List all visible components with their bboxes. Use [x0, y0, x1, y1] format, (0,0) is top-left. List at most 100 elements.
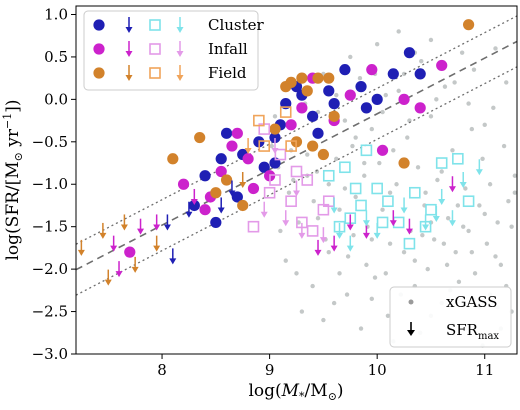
xgass-point [412, 258, 418, 263]
legend-label-cluster: Cluster [208, 16, 265, 34]
xgass-point [315, 215, 321, 221]
upper-limit-arrow-cluster_light [475, 159, 483, 176]
data-point-field [220, 174, 233, 186]
arrow-part [319, 237, 327, 244]
xgass-point [358, 326, 364, 331]
arrow-part [125, 75, 133, 81]
legend-top-box [83, 10, 259, 91]
data-point-cluster [360, 102, 373, 114]
upper-limit-arrow-cluster [163, 214, 171, 231]
xgass-point [491, 105, 496, 111]
data-point-cluster [355, 81, 367, 93]
limit-square-infall_light [247, 220, 260, 233]
legend-square-infall [149, 43, 161, 55]
y-tick-label: 1.0 [44, 5, 68, 23]
xgass-point [369, 126, 374, 132]
upper-limit-arrow-field [239, 172, 247, 188]
xgass-point [501, 143, 507, 149]
arrow-part [298, 232, 306, 239]
arrow-part [314, 249, 322, 256]
xgass-point [372, 275, 378, 280]
xgass-point [353, 135, 358, 140]
xgass-point [441, 241, 447, 246]
upper-limit-arrow-field [104, 269, 112, 286]
xgass-point [311, 199, 316, 204]
data-point-cluster [188, 199, 200, 212]
arrow-part [422, 224, 430, 231]
upper-limit-arrow-infall [330, 235, 338, 252]
upper-limit-arrow-cluster [228, 180, 236, 197]
data-point-field [398, 157, 410, 169]
arrow-part [244, 148, 252, 155]
arrow-part [346, 245, 354, 252]
data-point-cluster [371, 93, 383, 105]
data-point-infall [414, 102, 426, 114]
legend-circle-field [93, 67, 105, 79]
data-point-cluster [328, 98, 340, 110]
xgass-point [377, 160, 382, 166]
arrow-part [362, 220, 370, 227]
xgass-point [321, 317, 326, 323]
data-point-cluster [339, 64, 351, 76]
legend-bottom: xGASS SFRmax [389, 286, 512, 348]
arrow-part [104, 279, 112, 286]
arrow-part [163, 224, 171, 231]
legend-xgass-marker [408, 299, 414, 305]
main-sequence-lines [75, 15, 518, 296]
xgass-point [362, 160, 367, 166]
arrow-part [271, 148, 279, 155]
x-tick-label: 9 [265, 361, 275, 379]
upper-limit-arrow-cluster_light [400, 197, 408, 214]
limit-square-cluster_light [360, 144, 373, 157]
legend-arrow-infall [125, 41, 133, 57]
xgass-point [439, 169, 444, 174]
xgass-point [452, 80, 457, 85]
arrow-part [432, 215, 440, 222]
arrow-part [400, 207, 408, 214]
xgass-point [512, 190, 518, 195]
data-point-cluster [269, 131, 281, 144]
y-axis-label: log(SFR/[M⊙ yr−1]) [1, 99, 25, 260]
data-point-cluster [215, 153, 227, 165]
xgass-point [431, 237, 437, 242]
data-point-infall [247, 182, 260, 195]
x-tick-label: 10 [368, 361, 387, 379]
xgass-point [342, 118, 348, 123]
data-point-field [285, 76, 297, 88]
arrow-part [131, 266, 139, 273]
xgass-point [383, 92, 388, 98]
xgass-point [364, 262, 369, 268]
xgass-point [442, 84, 448, 89]
xgass-point [480, 156, 485, 161]
limit-square-cluster_light [355, 199, 367, 212]
legend-square-cluster [149, 19, 161, 31]
axes: 8 9 10 11 1.0 0.5 0.0 −0.5 −1.0 −1.5 −2.0 −2.5 −3.0 [32, 5, 495, 379]
y-tick-label: −1.0 [32, 175, 68, 193]
arrow-part [153, 245, 161, 252]
data-point-cluster [199, 170, 211, 182]
xgass-point [357, 75, 363, 81]
xgass-point [484, 241, 490, 246]
upper-limit-arrow-infall_light [260, 201, 268, 218]
data-point-infall [242, 153, 254, 165]
arrow-part [362, 232, 370, 239]
upper-limit-arrow-field [120, 214, 128, 231]
upper-limit-arrow-infall_light [271, 138, 279, 155]
arrow-part [77, 249, 85, 256]
xgass-point [387, 241, 393, 246]
xgass-point [401, 249, 407, 255]
xgass-point [453, 249, 458, 255]
data-point-field [312, 72, 324, 84]
xgass-point [380, 109, 385, 115]
xgass-point [326, 249, 331, 255]
arrow-part [346, 224, 354, 231]
xgass-point [434, 97, 439, 102]
limit-square-cluster_light [403, 237, 416, 250]
arrow-part [405, 228, 413, 235]
arrow-part [125, 27, 133, 33]
xgass-point [461, 224, 466, 229]
xgass-point [334, 92, 339, 98]
limit-square-field_light [253, 114, 265, 127]
xgass-point [493, 254, 498, 259]
